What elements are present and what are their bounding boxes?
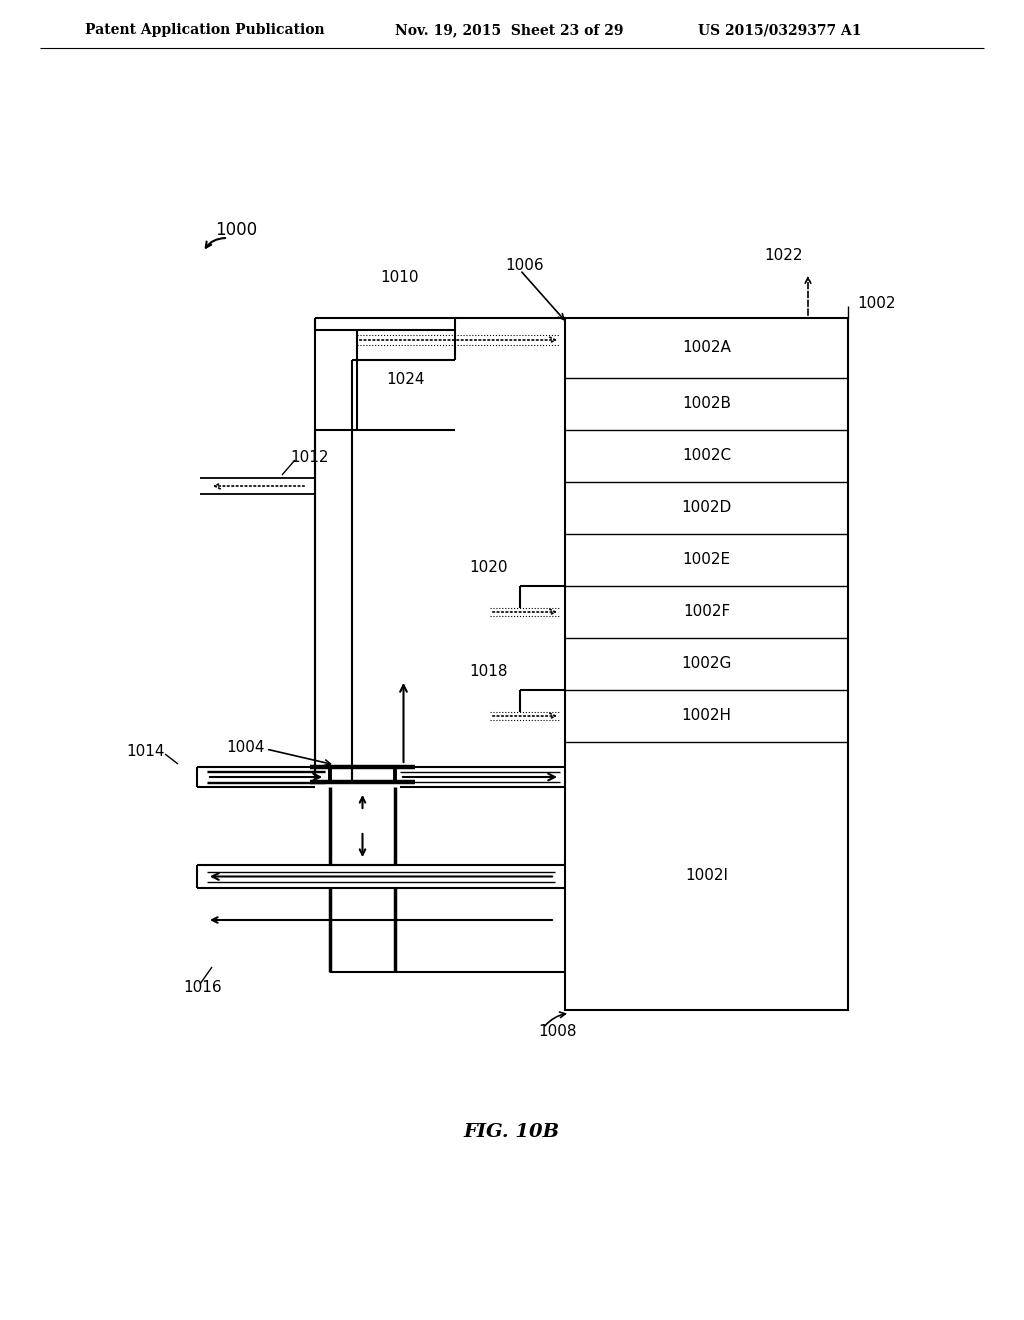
Text: 1014: 1014	[127, 744, 165, 759]
Text: 1002B: 1002B	[682, 396, 731, 412]
Text: Patent Application Publication: Patent Application Publication	[85, 22, 325, 37]
Text: 1002H: 1002H	[682, 709, 731, 723]
Text: 1004: 1004	[226, 739, 265, 755]
Text: 1002A: 1002A	[682, 341, 731, 355]
Text: 1024: 1024	[387, 372, 425, 388]
Text: 1018: 1018	[469, 664, 508, 680]
Text: 1000: 1000	[215, 220, 257, 239]
Text: 1010: 1010	[381, 271, 419, 285]
Text: 1022: 1022	[765, 248, 803, 264]
Text: 1002: 1002	[857, 296, 896, 310]
Text: 1008: 1008	[538, 1024, 577, 1040]
Text: 1020: 1020	[469, 561, 508, 576]
Text: 1016: 1016	[183, 979, 221, 994]
Text: 1002C: 1002C	[682, 449, 731, 463]
Text: Nov. 19, 2015  Sheet 23 of 29: Nov. 19, 2015 Sheet 23 of 29	[395, 22, 624, 37]
Text: FIG. 10B: FIG. 10B	[464, 1123, 560, 1140]
Bar	[565, 318, 848, 1010]
Text: 1002G: 1002G	[681, 656, 732, 672]
Text: 1002D: 1002D	[681, 500, 731, 516]
Text: 1002E: 1002E	[682, 553, 730, 568]
Text: 1002F: 1002F	[683, 605, 730, 619]
Text: 1012: 1012	[290, 450, 329, 466]
Text: 1006: 1006	[505, 257, 544, 272]
Text: US 2015/0329377 A1: US 2015/0329377 A1	[698, 22, 861, 37]
Text: 1002I: 1002I	[685, 869, 728, 883]
